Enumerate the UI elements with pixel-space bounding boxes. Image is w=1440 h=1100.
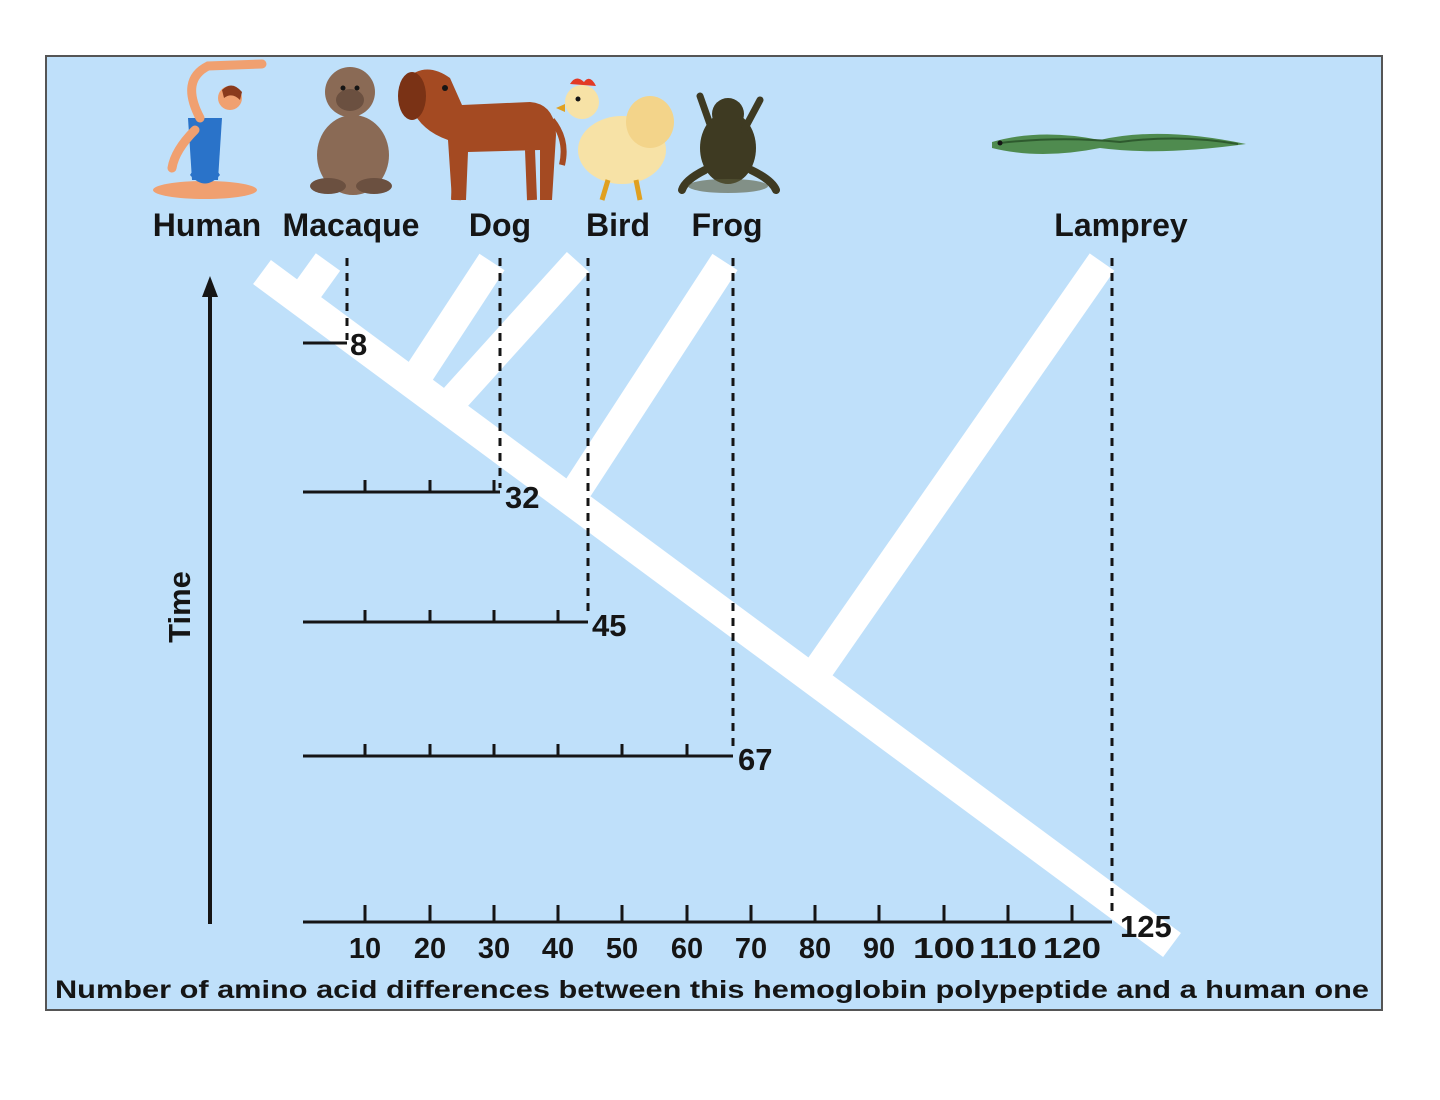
time-axis: Time: [162, 276, 218, 924]
phylogenetic-tree: [253, 251, 1181, 958]
species-labels: Human Macaque Dog Bird Frog Lamprey: [153, 207, 1188, 243]
tick-label: 110: [979, 933, 1037, 965]
time-arrow-icon: [202, 276, 218, 297]
species-label-dog: Dog: [469, 207, 531, 243]
scale-frog: [303, 744, 733, 758]
tick-label: 70: [735, 933, 767, 965]
lamprey-difference-label: 125: [1120, 909, 1172, 944]
tree-trunk-branch: [253, 259, 1181, 958]
frog-branch: [565, 253, 738, 497]
species-label-frog: Frog: [691, 207, 762, 243]
lamprey-icon: [992, 133, 1246, 154]
diagram-panel: [45, 55, 1383, 1011]
time-axis-label: Time: [162, 571, 197, 643]
tick-label: 100: [913, 933, 975, 965]
scale-dog: [303, 480, 500, 494]
tick-label: 20: [414, 933, 446, 965]
tick-label: 120: [1043, 933, 1101, 965]
scale-tick-labels: 10 20 30 40 50 60 70 80 90 100 110 120: [349, 933, 1101, 965]
species-label-human: Human: [153, 207, 261, 243]
species-label-bird: Bird: [586, 207, 650, 243]
bird-difference-label: 45: [592, 608, 626, 643]
species-label-macaque: Macaque: [283, 207, 420, 243]
bird-branch: [443, 251, 590, 409]
macaque-branch: [284, 253, 341, 314]
human-figure-icon: [153, 59, 267, 199]
x-axis-label: Number of amino acid differences between…: [55, 976, 1369, 1004]
frog-icon: [678, 92, 780, 194]
dog-icon: [398, 69, 567, 201]
macaque-icon: [310, 67, 392, 195]
macaque-difference-label: 8: [350, 327, 367, 362]
dog-branch: [407, 253, 505, 381]
dog-difference-label: 32: [505, 480, 539, 515]
tick-label: 30: [478, 933, 510, 965]
bird-icon: [556, 78, 674, 201]
scale-bird: [303, 610, 588, 624]
lamprey-branch: [805, 253, 1115, 679]
tick-label: 10: [349, 933, 381, 965]
tick-label: 60: [671, 933, 703, 965]
tick-label: 40: [542, 933, 574, 965]
frog-difference-label: 67: [738, 742, 772, 777]
tick-label: 80: [799, 933, 831, 965]
dashed-guides: [345, 258, 1114, 918]
tick-label: 90: [863, 933, 895, 965]
scale-lamprey: [303, 905, 1112, 924]
species-label-lamprey: Lamprey: [1054, 207, 1188, 243]
tick-label: 50: [606, 933, 638, 965]
